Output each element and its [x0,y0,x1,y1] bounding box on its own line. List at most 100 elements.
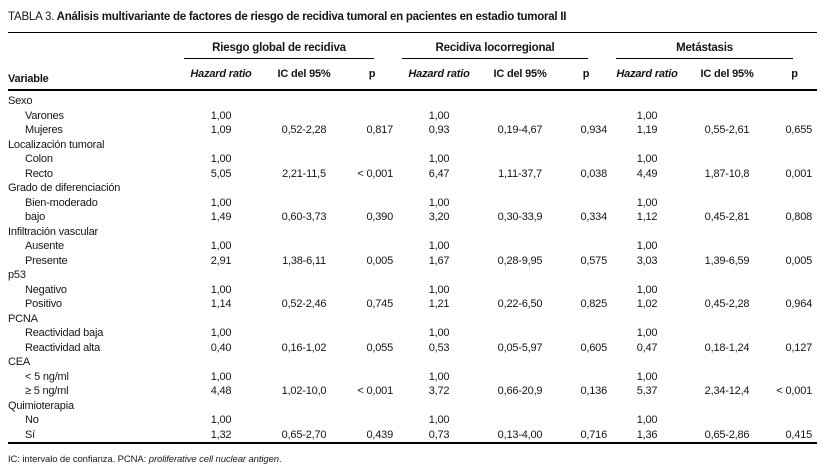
hazard-ratio-cell: 1,19 [636,124,658,136]
ci-cell: 0,30-33,9 [497,211,543,223]
category-label: Infiltración vascular [8,225,98,238]
p-value-cell [772,326,817,341]
ci-cell: 0,18-1,24 [704,341,750,354]
ci-cell [262,283,346,298]
ci-cell [480,413,560,428]
p-value-cell [772,239,817,254]
row-label: Sí [25,428,35,441]
hazard-ratio-header: Hazard ratio [398,59,481,91]
hazard-ratio-cell: 1,00 [636,153,658,165]
hazard-ratio-cell: 1,00 [428,370,450,383]
row-label: Mujeres [25,124,63,136]
table-row: Sí 1,32 0,65-2,70 0,439 0,73 0,13-4,00 0,716 1,… [8,428,817,444]
hazard-ratio-cell: 1,12 [636,211,658,223]
category-label: CEA [8,356,31,368]
ci-cell: 0,65-2,70 [281,428,327,441]
ci-cell: 0,13-4,00 [497,428,543,441]
table-body: Sexo Varones 1,00 1,00 1,00 Mujeres 1,09 0,52-2… [8,90,817,443]
hazard-ratio-cell: 1,00 [636,240,658,252]
hazard-ratio-cell: 1,67 [428,254,450,267]
row-label: Presente [25,254,68,267]
subheader-row: Hazard ratio IC del 95% p Hazard ratio I… [8,59,818,91]
hazard-ratio-cell: 1,00 [428,414,450,426]
hazard-ratio-cell: 1,32 [210,428,232,441]
p-value-cell [772,283,817,298]
p-value-cell [560,109,612,124]
category-row: Infiltración vascular [8,225,817,240]
p-value-cell [560,370,612,385]
ci-cell: 0,28-9,95 [497,254,543,267]
table-row: Reactividad baja 1,00 1,00 1,00 [8,326,817,341]
hazard-ratio-cell: 0,73 [428,428,450,441]
ci-cell: 0,66-20,9 [497,385,543,397]
row-label: < 5 ng/ml [25,370,69,383]
p-value-cell: 0,055 [366,341,394,354]
ci-cell [682,109,772,124]
table-row: Reactividad alta 0,40 0,16-1,02 0,055 0,53 0,… [8,341,817,356]
table-row: No 1,00 1,00 1,00 [8,413,817,428]
category-row: p53 [8,268,817,283]
hazard-ratio-cell: 1,02 [636,298,658,310]
ci-cell: 0,45-2,81 [704,211,750,223]
hazard-ratio-cell: 1,36 [636,428,658,441]
ci-cell: 0,16-1,02 [281,341,327,354]
ci-cell [262,326,346,341]
p-value-cell: 0,334 [580,211,608,223]
hazard-ratio-cell: 0,53 [428,341,450,354]
category-row: CEA [8,355,817,370]
ci-cell [480,109,560,124]
hazard-ratio-cell: 1,00 [428,109,450,122]
hazard-ratio-cell: 1,14 [210,298,232,310]
row-label: Varones [25,109,64,122]
hazard-ratio-cell: 1,00 [428,196,450,209]
group-header-metastasis: Metástasis [612,33,817,59]
table-row: Ausente 1,00 1,00 1,00 [8,239,817,254]
category-label: Sexo [8,95,33,107]
p-header: p [560,59,613,91]
hazard-ratio-cell: 1,21 [428,298,450,310]
table-row: Mujeres 1,09 0,52-2,28 0,817 0,93 0,19-4,67 0,… [8,123,817,138]
row-label: No [25,414,39,426]
p-value-cell [772,196,817,211]
category-label: p53 [8,269,26,281]
p-value-cell: 0,716 [580,428,608,441]
hazard-ratio-cell: 3,20 [428,211,450,223]
hazard-ratio-cell: 1,00 [210,109,232,122]
ci-cell: 0,45-2,28 [704,298,750,310]
ci-cell: 0,52-2,28 [281,124,327,136]
p-value-cell: < 0,001 [357,385,394,397]
table-row: Colon 1,00 1,00 1,00 [8,152,817,167]
group-header-global-recurrence: Riesgo global de recidiva [180,33,398,59]
table-row: bajo 1,49 0,60-3,73 0,390 3,20 0,30-33,9 0,334… [8,210,817,225]
category-row: Sexo [8,90,817,109]
hazard-ratio-cell: 0,47 [636,341,658,354]
p-value-cell [560,196,612,211]
hazard-ratio-cell: 2,91 [210,254,232,267]
hazard-ratio-cell: 1,00 [428,283,450,296]
ci-cell: 0,55-2,61 [704,124,750,136]
p-value-cell [346,283,398,298]
p-value-cell [772,370,817,385]
p-value-cell: 0,825 [580,298,608,310]
p-value-cell: 0,005 [785,254,813,267]
row-label: Negativo [25,283,67,296]
p-value-cell [772,413,817,428]
ci-cell [480,283,560,298]
multivariate-analysis-table: Variable Riesgo global de recidiva Recid… [8,33,818,444]
category-label: PCNA [8,312,38,325]
ci-cell [262,196,346,211]
p-value-cell [560,413,612,428]
p-value-cell [346,326,398,341]
table-title: TABLA 3. Análisis multivariante de facto… [8,6,817,33]
hazard-ratio-cell: 6,47 [428,167,450,180]
hazard-ratio-cell: 1,00 [210,370,232,383]
row-label: ≥ 5 ng/ml [25,385,69,397]
hazard-ratio-cell: 1,00 [636,327,658,339]
hazard-ratio-cell: 1,00 [636,109,658,122]
ci-cell: 1,38-6,11 [282,254,326,267]
table-row: Presente 2,91 1,38-6,11 0,005 1,67 0,28-9,95 0… [8,254,817,269]
hazard-ratio-cell: 1,00 [636,283,658,296]
table-row: Negativo 1,00 1,00 1,00 [8,283,817,298]
ci-cell [262,413,346,428]
ci-cell: 0,60-3,73 [281,211,327,223]
